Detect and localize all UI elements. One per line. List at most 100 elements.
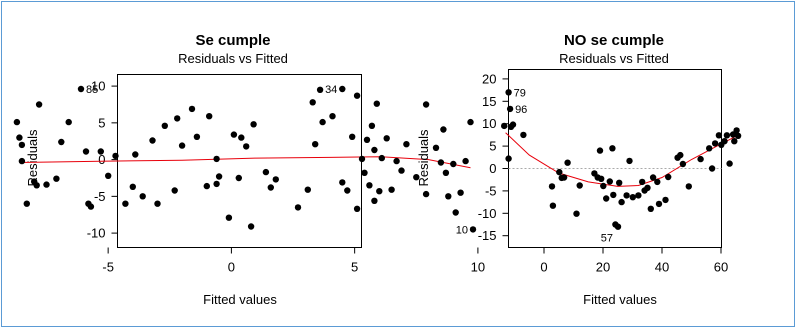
data-point <box>309 99 316 106</box>
data-point <box>97 148 105 155</box>
data-point <box>388 186 395 193</box>
data-point <box>706 145 713 152</box>
data-point <box>35 101 43 108</box>
data-point <box>501 122 508 130</box>
panel-no-se-cumple: NO se cumple Residuals vs Fitted Fitted … <box>416 32 742 307</box>
data-point <box>437 159 445 166</box>
y-tick-label: 15 <box>482 94 496 109</box>
x-tick-label: 60 <box>714 260 728 275</box>
data-point <box>603 195 610 202</box>
data-point <box>358 155 366 163</box>
x-tick-label: 0 <box>540 260 547 275</box>
data-point <box>161 122 168 129</box>
y-axis-label-left: Residuals <box>25 129 40 187</box>
data-point <box>129 183 136 190</box>
data-point <box>726 160 733 167</box>
y-tick-label: 10 <box>91 79 105 94</box>
data-point <box>723 132 731 139</box>
data-point <box>149 137 156 144</box>
data-point <box>457 189 464 196</box>
point-label: 85 <box>86 84 98 96</box>
panel-se-cumple: Se cumple Residuals vs Fitted Fitted val… <box>13 32 485 307</box>
chart-subtitle-left: Residuals vs Fitted <box>178 51 288 66</box>
plot-frame <box>508 69 722 248</box>
data-point <box>193 133 201 140</box>
data-point <box>316 86 324 94</box>
data-point <box>247 223 255 230</box>
data-point <box>339 85 346 93</box>
data-point <box>442 169 450 176</box>
data-point <box>662 196 669 204</box>
data-point <box>462 157 469 165</box>
data-point <box>639 178 646 186</box>
data-point <box>139 193 146 200</box>
y-tick-label: 0 <box>98 152 105 167</box>
data-point <box>312 141 319 148</box>
data-point <box>371 146 378 154</box>
x-tick-label: 20 <box>596 260 610 275</box>
x-axis-label-left: Fitted values <box>203 292 277 307</box>
data-point <box>339 179 346 186</box>
data-point <box>58 138 65 146</box>
data-point <box>509 121 517 128</box>
data-point <box>596 147 604 154</box>
data-point <box>272 176 279 183</box>
data-point <box>654 178 661 186</box>
data-point <box>505 89 512 96</box>
data-point <box>371 197 378 204</box>
data-point <box>506 105 514 113</box>
data-point <box>560 174 568 181</box>
data-point <box>685 183 692 190</box>
data-point <box>393 157 400 165</box>
data-point <box>445 193 452 200</box>
point-label: 79 <box>514 87 526 99</box>
y-tick-label: -5 <box>485 183 497 198</box>
data-point <box>53 175 60 182</box>
data-point <box>649 174 657 181</box>
data-point <box>230 131 238 138</box>
data-point <box>373 100 380 107</box>
data-point <box>105 172 112 179</box>
y-tick-label: 20 <box>482 71 496 86</box>
data-point <box>238 134 245 141</box>
y-tick-label: 5 <box>489 139 496 154</box>
data-point <box>677 151 684 159</box>
data-point <box>154 200 161 207</box>
data-point <box>349 133 356 140</box>
data-point <box>77 85 85 93</box>
data-point <box>13 118 21 126</box>
data-point <box>576 182 583 189</box>
data-point <box>43 181 50 188</box>
data-point <box>344 187 351 194</box>
data-point <box>33 182 40 189</box>
data-point <box>122 200 129 207</box>
data-point <box>467 118 474 126</box>
data-point <box>262 168 270 176</box>
data-point <box>132 151 139 158</box>
data-point <box>243 143 250 150</box>
data-point <box>368 122 376 129</box>
data-point <box>715 132 723 139</box>
data-point <box>616 179 623 186</box>
data-point <box>665 173 672 181</box>
data-point <box>398 167 405 174</box>
smoother-line <box>505 132 739 187</box>
data-point <box>413 174 420 181</box>
data-point <box>564 159 571 166</box>
point-label: 10 <box>456 224 468 236</box>
data-point <box>422 101 430 108</box>
data-point <box>629 194 636 201</box>
data-point <box>82 148 90 155</box>
data-point <box>573 210 580 217</box>
data-point <box>16 134 23 141</box>
data-point <box>203 182 210 190</box>
data-point <box>363 136 371 143</box>
y-tick-label: -10 <box>478 206 497 221</box>
chart-title-left: Se cumple <box>195 32 270 49</box>
data-point <box>376 188 383 195</box>
data-point <box>422 190 430 198</box>
data-point <box>361 169 368 176</box>
data-point <box>623 192 630 199</box>
